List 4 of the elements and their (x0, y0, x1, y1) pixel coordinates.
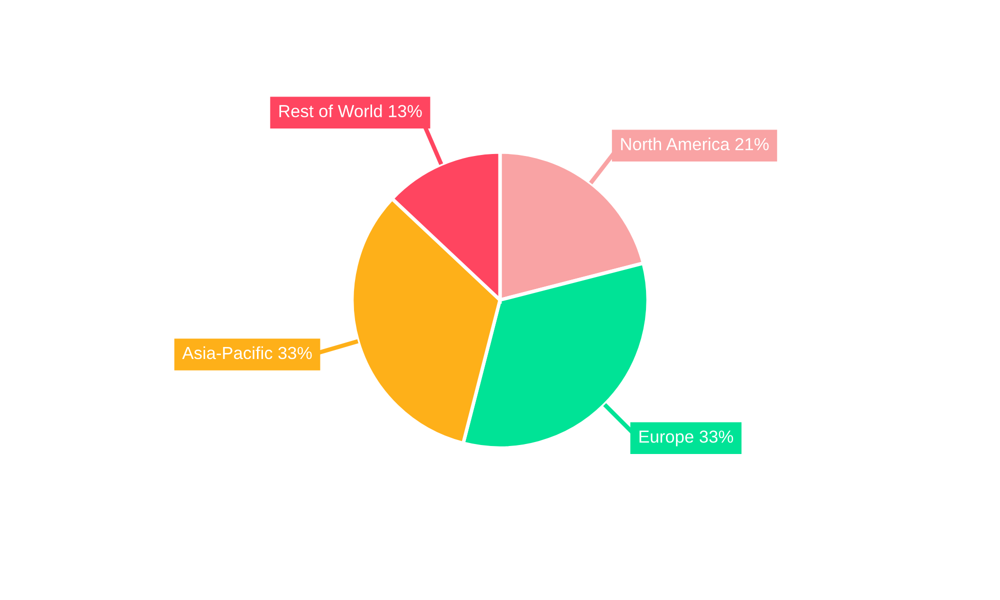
slice-label: North America 21% (621, 138, 769, 150)
slice-label: Europe 33% (640, 430, 734, 446)
slice-label: Asia-Pacific 33% (182, 346, 312, 360)
slice-label: Rest of World 13% (279, 104, 422, 118)
